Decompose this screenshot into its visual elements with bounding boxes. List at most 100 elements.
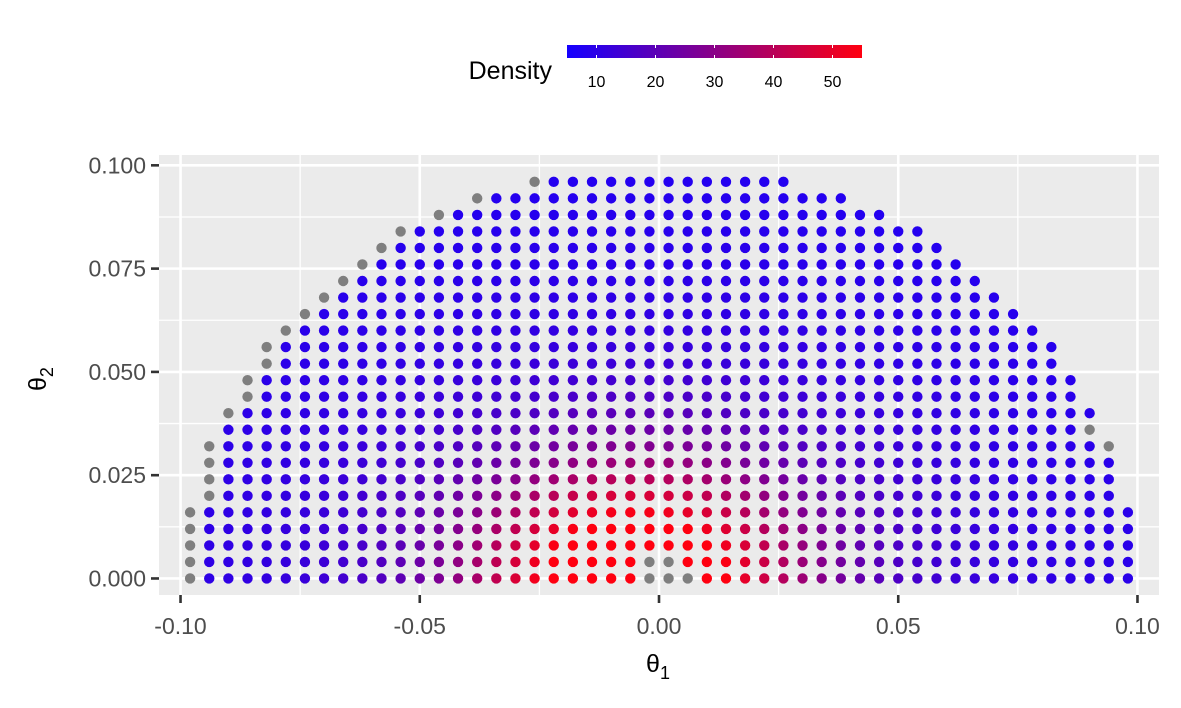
data-point xyxy=(414,292,425,303)
data-point xyxy=(1084,507,1095,518)
data-point xyxy=(931,474,942,485)
data-point xyxy=(338,507,349,518)
data-point xyxy=(567,490,579,502)
data-point xyxy=(682,341,693,353)
data-point xyxy=(318,556,330,568)
data-point xyxy=(969,474,980,485)
data-point xyxy=(739,441,751,452)
data-point xyxy=(1027,573,1038,584)
data-point xyxy=(586,209,598,221)
data-point xyxy=(242,474,253,485)
data-point xyxy=(338,292,349,303)
data-point xyxy=(586,457,598,468)
data-point xyxy=(586,292,598,303)
data-point xyxy=(605,341,617,353)
data-point xyxy=(912,374,923,386)
data-point xyxy=(720,573,732,584)
data-point xyxy=(778,457,789,468)
data-point xyxy=(701,490,713,502)
data-point xyxy=(682,308,693,320)
data-point xyxy=(759,408,770,419)
data-point xyxy=(682,325,693,336)
data-point xyxy=(338,374,349,386)
data-point xyxy=(931,457,942,468)
data-point xyxy=(835,424,847,435)
data-point xyxy=(1065,441,1076,452)
data-point xyxy=(452,242,464,254)
data-point xyxy=(1122,523,1134,535)
data-point xyxy=(510,193,521,204)
data-point xyxy=(529,408,540,419)
data-point xyxy=(739,457,751,468)
data-point xyxy=(433,275,445,287)
data-point xyxy=(625,490,636,502)
data-point xyxy=(261,374,272,386)
data-point xyxy=(433,259,445,270)
data-point xyxy=(414,523,425,535)
data-point xyxy=(338,275,349,287)
data-point xyxy=(835,308,847,320)
data-point xyxy=(567,308,579,320)
data-point xyxy=(261,441,272,452)
data-point xyxy=(816,325,827,336)
data-point xyxy=(1027,523,1038,535)
data-point xyxy=(663,275,674,287)
data-point xyxy=(663,259,674,270)
data-point xyxy=(778,408,789,419)
data-point xyxy=(931,556,942,568)
x-tick-label: -0.05 xyxy=(394,613,446,639)
data-point xyxy=(357,259,368,270)
data-point xyxy=(452,507,464,518)
data-point xyxy=(567,507,579,518)
data-point xyxy=(471,457,483,468)
data-point xyxy=(625,408,636,419)
data-point xyxy=(931,275,942,287)
data-point xyxy=(376,573,387,584)
data-point xyxy=(605,176,617,188)
data-point xyxy=(491,242,502,254)
data-point xyxy=(912,457,923,468)
data-point xyxy=(682,226,693,237)
data-point xyxy=(452,573,464,584)
data-point xyxy=(548,540,559,551)
data-point xyxy=(644,325,655,336)
data-point xyxy=(261,391,272,402)
data-point xyxy=(778,556,789,568)
data-point xyxy=(739,540,751,551)
data-point xyxy=(299,408,311,419)
data-point xyxy=(931,374,942,386)
data-point xyxy=(491,573,502,584)
data-point xyxy=(912,556,923,568)
data-point xyxy=(854,408,866,419)
data-point xyxy=(338,325,349,336)
data-point xyxy=(529,242,540,254)
data-point xyxy=(280,556,291,568)
data-point xyxy=(223,507,234,518)
data-point xyxy=(318,308,330,320)
data-point xyxy=(873,292,885,303)
data-point xyxy=(663,226,674,237)
data-point xyxy=(586,573,598,584)
data-point xyxy=(357,457,368,468)
data-point xyxy=(759,573,770,584)
data-point xyxy=(969,358,980,369)
data-point xyxy=(950,259,961,270)
data-point xyxy=(759,209,770,221)
data-point xyxy=(1065,523,1076,535)
data-point xyxy=(510,556,521,568)
data-point xyxy=(969,523,980,535)
data-point xyxy=(759,474,770,485)
data-point xyxy=(299,341,311,353)
data-point xyxy=(586,358,598,369)
data-point xyxy=(816,242,827,254)
data-point xyxy=(1046,358,1057,369)
data-point xyxy=(835,374,847,386)
data-point xyxy=(873,408,885,419)
data-point xyxy=(797,209,808,221)
data-point xyxy=(797,573,808,584)
data-point xyxy=(395,457,406,468)
data-point xyxy=(242,408,253,419)
data-point xyxy=(739,474,751,485)
data-point xyxy=(739,226,751,237)
data-point xyxy=(1027,408,1038,419)
